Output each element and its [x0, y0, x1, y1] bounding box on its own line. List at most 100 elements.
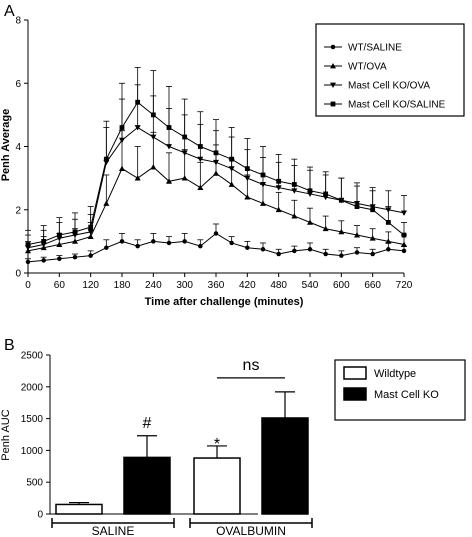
y-tick-label: 0	[37, 510, 43, 521]
data-point	[198, 243, 203, 249]
data-point	[330, 44, 336, 50]
data-point	[72, 254, 78, 260]
data-point	[307, 219, 313, 225]
group-label-saline: SALINE	[92, 524, 135, 537]
data-point	[369, 235, 376, 241]
y-tick-label: 1500	[21, 414, 44, 425]
data-point	[119, 239, 125, 244]
data-point	[182, 239, 187, 244]
data-point	[41, 258, 46, 263]
data-point	[150, 112, 156, 118]
data-point	[103, 156, 109, 162]
data-point	[166, 125, 172, 130]
data-point	[213, 159, 219, 166]
data-point	[370, 207, 376, 213]
hash-annotation: #	[143, 415, 152, 432]
y-tick-label: 2000	[21, 382, 44, 393]
data-point	[228, 181, 235, 187]
series-line	[27, 232, 405, 263]
x-tick-label: 360	[208, 280, 225, 291]
legend: WT/SALINE WT/OVA Mast Cell KO/OVA Mast Cell…	[315, 23, 465, 117]
data-point	[135, 99, 141, 105]
y-axis-ticks: 0 2 4 6 8	[15, 16, 28, 280]
legend-label: Mast Cell KO/SALINE	[348, 100, 446, 111]
data-point	[166, 240, 172, 246]
x-tick-label: 240	[145, 280, 162, 291]
data-point	[182, 134, 188, 140]
data-point	[385, 238, 392, 244]
y-axis-title: Penh AUC	[0, 409, 12, 460]
data-point	[72, 238, 78, 244]
legend-label: Mast Cell KO	[374, 389, 439, 401]
data-point	[181, 150, 188, 156]
data-point	[354, 204, 360, 209]
y-tick-label: 6	[15, 79, 21, 90]
data-point	[245, 245, 250, 250]
legend-frame	[315, 23, 465, 117]
y-tick-label: 2	[15, 205, 21, 216]
data-point	[134, 125, 141, 131]
annotations: # * ns	[143, 357, 285, 453]
legend-label: WT/SALINE	[348, 43, 402, 54]
data-point	[104, 245, 109, 250]
data-point	[72, 229, 78, 235]
data-point	[276, 178, 282, 184]
y-axis-ticks: 0 500 1000 1500 2000 2500	[21, 351, 50, 521]
panel-letter-a: A	[4, 3, 15, 20]
group-label-ovalbumin: OVALBUMIN	[216, 524, 286, 537]
data-point	[150, 164, 157, 170]
bar-ovalbumin-mast-cell-ko	[261, 417, 309, 515]
legend-swatch	[343, 366, 367, 380]
data-point	[57, 256, 62, 262]
series-line	[27, 166, 405, 252]
data-point	[166, 178, 172, 184]
data-point	[260, 182, 266, 188]
data-point	[150, 134, 157, 141]
data-point	[370, 251, 375, 257]
data-point	[244, 175, 251, 182]
data-point	[197, 184, 204, 191]
data-point	[213, 150, 219, 156]
y-axis-title: Penh Average	[0, 109, 12, 182]
series-group	[25, 67, 407, 265]
data-point	[151, 239, 156, 244]
bar-saline-mast-cell-ko	[123, 456, 171, 515]
legend-label: Mast Cell KO/OVA	[348, 81, 430, 92]
data-point	[401, 241, 407, 247]
data-point	[197, 144, 203, 149]
data-point	[134, 175, 141, 181]
x-tick-label: 120	[82, 280, 99, 291]
data-point	[56, 232, 62, 238]
data-point	[330, 101, 336, 107]
line-chart-panel-a: 0 2 4 6 8 0 60 120 180 240 300 360 420 480 540 600 660 7…	[0, 16, 465, 308]
data-point	[275, 206, 282, 213]
data-point	[291, 213, 298, 219]
bars-group	[55, 391, 309, 515]
series-square	[25, 67, 407, 247]
y-tick-label: 500	[26, 478, 43, 489]
data-point	[275, 185, 282, 191]
data-point	[401, 248, 407, 254]
x-tick-label: 180	[114, 280, 131, 291]
data-point	[276, 251, 281, 257]
data-point	[330, 63, 336, 69]
data-point	[119, 125, 125, 130]
ns-annotation: ns	[243, 357, 260, 374]
bar-saline-wildtype	[55, 503, 103, 515]
data-point	[307, 247, 313, 252]
data-point	[56, 241, 63, 247]
y-tick-label: 4	[15, 142, 21, 153]
data-point	[181, 175, 188, 181]
data-point	[197, 156, 204, 163]
data-point	[338, 228, 345, 235]
data-point	[229, 240, 234, 246]
data-point	[292, 248, 297, 254]
data-point	[41, 238, 47, 244]
data-point	[401, 232, 407, 238]
x-axis-ticks: 0 60 120 180 240 300 360 420 480 540 600 660 720	[25, 273, 413, 291]
data-point	[323, 191, 329, 197]
data-point	[25, 259, 31, 265]
star-annotation: *	[214, 436, 220, 453]
data-point	[260, 200, 266, 206]
